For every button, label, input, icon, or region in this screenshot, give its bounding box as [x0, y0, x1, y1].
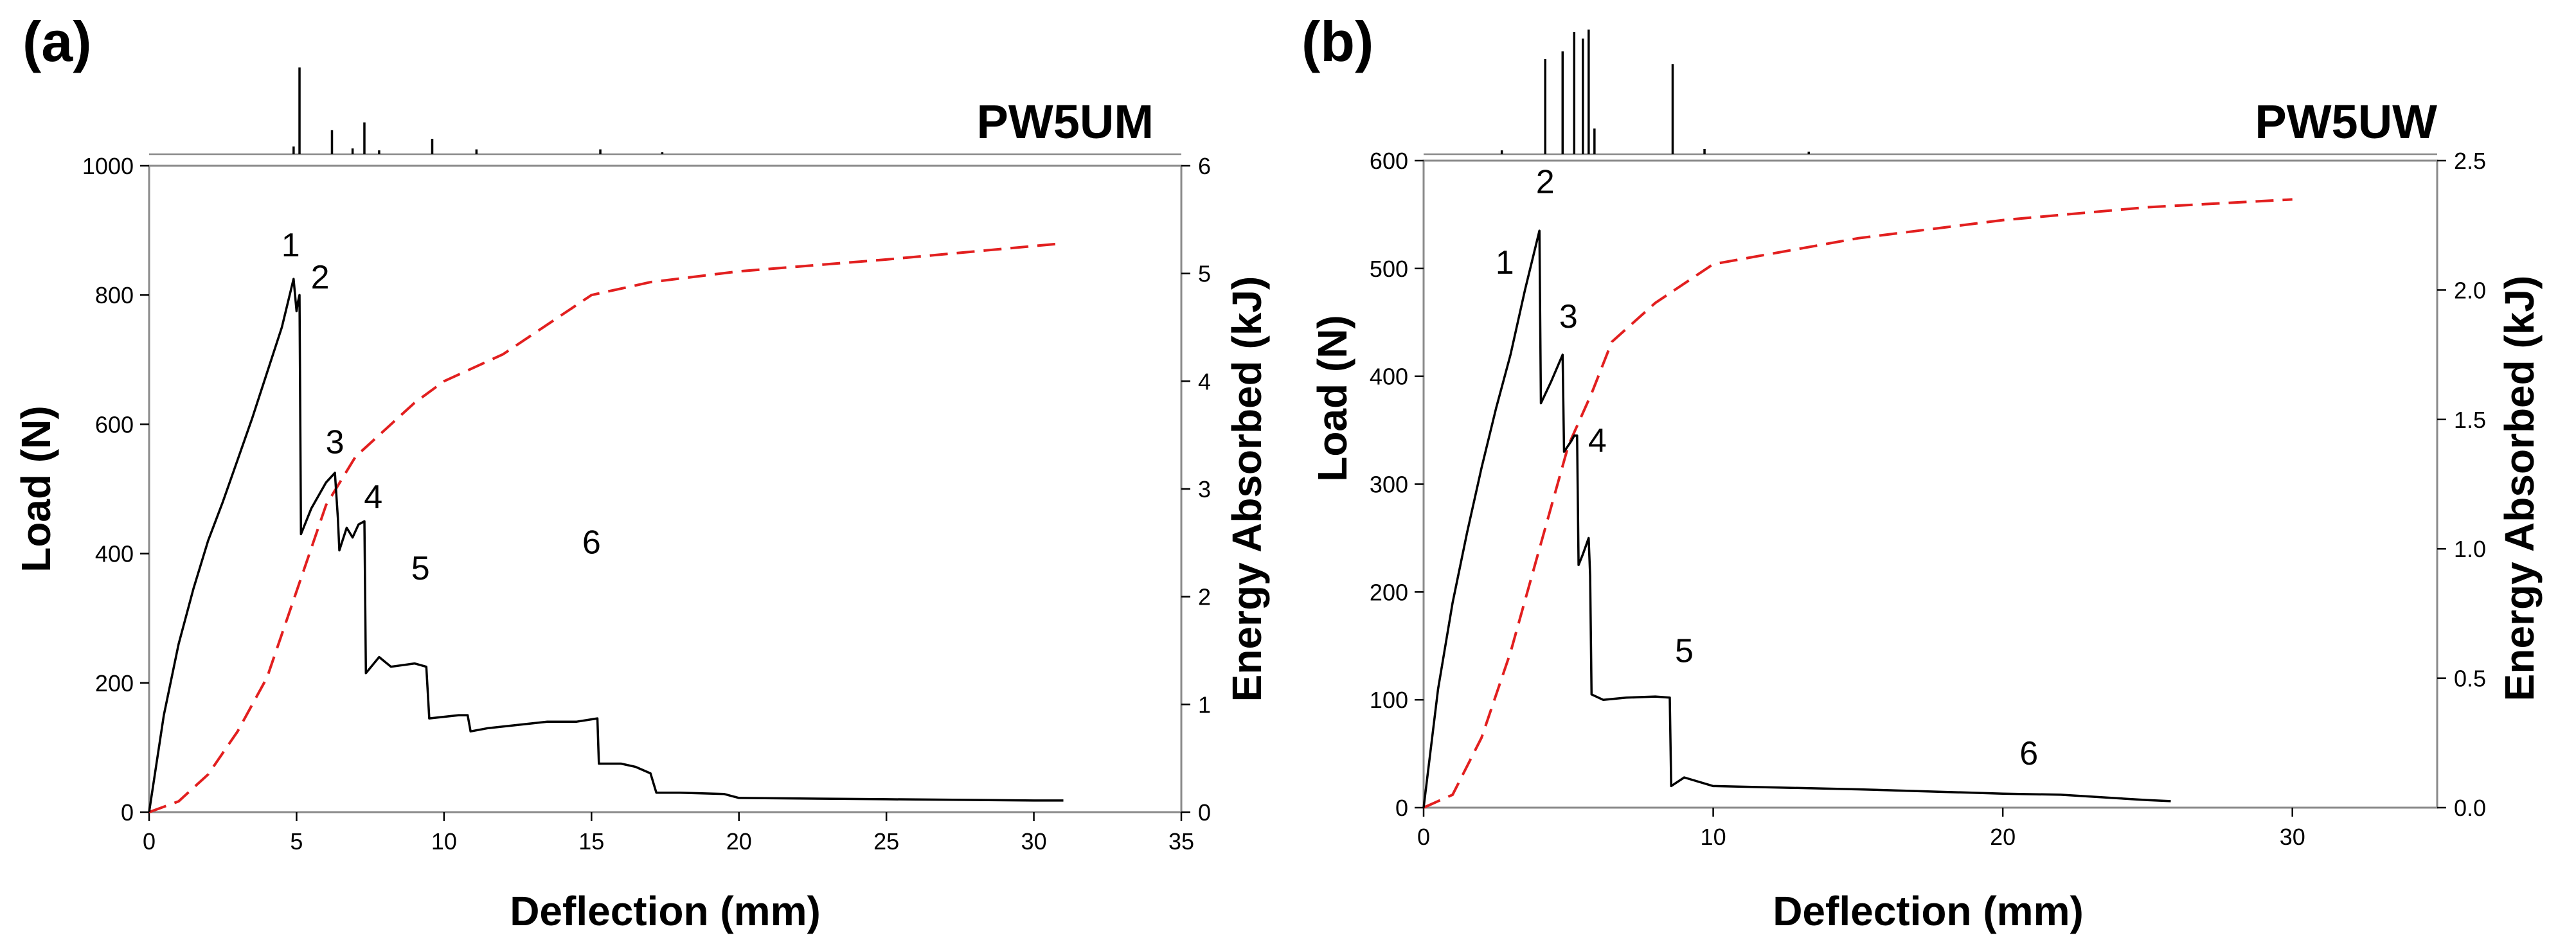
panel-a-x-tick-label: 25: [873, 828, 899, 855]
panel-a-x-tick-label: 5: [290, 828, 303, 855]
panel-a-event-annotation: 3: [326, 424, 344, 461]
panel-a-y-tick-label: 800: [95, 282, 134, 308]
panel-a-event-annotation: 6: [582, 524, 601, 562]
panel-b-y-tick-label: 0: [1395, 795, 1408, 821]
panel-b-plot-frame: [1422, 159, 2438, 809]
panel-b-event-annotation: 3: [1559, 298, 1578, 335]
panel-b-y-tick-label: 300: [1370, 472, 1408, 498]
panel-b-y-tick-label: 100: [1370, 687, 1408, 713]
panel-a-y-tick-label: 600: [95, 411, 134, 438]
panel-a-y2-tick-label: 0: [1198, 799, 1211, 826]
panel-a-x-tick-label: 10: [431, 828, 457, 855]
panel-b-x-tick-label: 30: [2280, 824, 2305, 850]
panel-b-event-annotation: 6: [2019, 735, 2038, 772]
panel-a-y2-tick-label: 3: [1198, 476, 1211, 502]
panel-b-y2-tick-label: 2.5: [2454, 148, 2486, 174]
panel-b-event-annotation: 2: [1536, 163, 1555, 200]
panel-b-x-axis-title: Deflection (mm): [1773, 888, 2084, 934]
panel-a-y-tick-label: 0: [121, 799, 134, 826]
panel-b-y-tick-label: 200: [1370, 579, 1408, 605]
panel-b-label: (b): [1301, 10, 1373, 73]
panel-a-y2-tick-label: 1: [1198, 691, 1211, 718]
panel-b-y-axis-title: Load (N): [1309, 315, 1355, 482]
panel-a-y2-tick-label: 5: [1198, 261, 1211, 287]
panel-b-annotations: 1 2 3 4 5 6: [1496, 163, 2038, 772]
panel-b-sample-label: PW5UW: [2255, 95, 2437, 148]
panel-a-x-tick-label: 15: [578, 828, 604, 855]
panel-a-x-tick-label: 35: [1168, 828, 1194, 855]
panel-b-x-tick-label: 10: [1701, 824, 1726, 850]
panel-a-acoustic-events: [292, 67, 664, 154]
panel-b-y2-tick-label: 1.5: [2454, 407, 2486, 433]
panel-a-annotations: 12 345 6: [282, 227, 601, 587]
panel-a-y2-axis-title: Energy Absorbed (kJ): [1224, 276, 1270, 702]
panel-a-label: (a): [22, 10, 92, 73]
panel-b-y2-tick-label: 1.0: [2454, 536, 2486, 562]
panel-a-x-tick-label: 20: [726, 828, 752, 855]
panel-a-pw5um: (a) PW5UM 0 5 10 15 20 25 30 350200400600800100…: [13, 10, 1270, 934]
panel-b-event-annotation: 1: [1496, 244, 1514, 281]
panel-a-energy-series: [148, 242, 1064, 813]
panel-b-load-series: [1422, 229, 2171, 808]
panel-b-acoustic-events: [1500, 30, 1811, 154]
panel-a-event-annotation: 5: [411, 550, 430, 587]
panel-b-energy-series: [1423, 198, 2293, 809]
panel-b-y2-axis-title: Energy Absorbed (kJ): [2496, 276, 2543, 702]
panel-b-y-tick-label: 600: [1370, 148, 1408, 174]
panel-a-y-axis-title: Load (N): [13, 405, 59, 572]
panel-b-y2-tick-label: 2.0: [2454, 277, 2486, 303]
panel-a-event-annotation: 2: [311, 259, 330, 296]
panel-b-ticks: 0 10 20 3001002003004005006000.00.51.01.52.…: [1370, 148, 2486, 850]
panel-b-y2-tick-label: 0.0: [2454, 795, 2486, 821]
panel-a-x-tick-label: 0: [143, 828, 156, 855]
panel-a-y-tick-label: 200: [95, 670, 134, 696]
panel-b-y-tick-label: 500: [1370, 256, 1408, 282]
panel-b-y-tick-label: 400: [1370, 364, 1408, 390]
panel-b-pw5uw: (b) PW5UW 0 10 20 3001002003004005006000.00…: [1301, 10, 2543, 934]
panel-a-y-tick-label: 1000: [82, 153, 134, 179]
panel-a-y2-tick-label: 4: [1198, 368, 1211, 395]
panel-a-y-tick-label: 400: [95, 541, 134, 567]
panel-a-load-series: [148, 278, 1064, 813]
panel-a-plot-frame: [148, 164, 1183, 813]
panel-a-y2-tick-label: 6: [1198, 153, 1211, 179]
panel-b-y2-tick-label: 0.5: [2454, 666, 2486, 692]
panel-a-event-annotation: 4: [364, 479, 382, 516]
panel-a-event-annotation: 1: [282, 227, 300, 264]
panel-b-event-annotation: 5: [1675, 632, 1694, 670]
panel-a-sample-label: PW5UM: [977, 95, 1154, 148]
panel-b-x-tick-label: 0: [1417, 824, 1430, 850]
panel-b-x-tick-label: 20: [1990, 824, 2016, 850]
panel-a-x-tick-label: 30: [1021, 828, 1047, 855]
panel-a-x-axis-title: Deflection (mm): [510, 888, 821, 934]
panel-a-y2-tick-label: 2: [1198, 584, 1211, 610]
panel-b-event-annotation: 4: [1588, 422, 1607, 459]
